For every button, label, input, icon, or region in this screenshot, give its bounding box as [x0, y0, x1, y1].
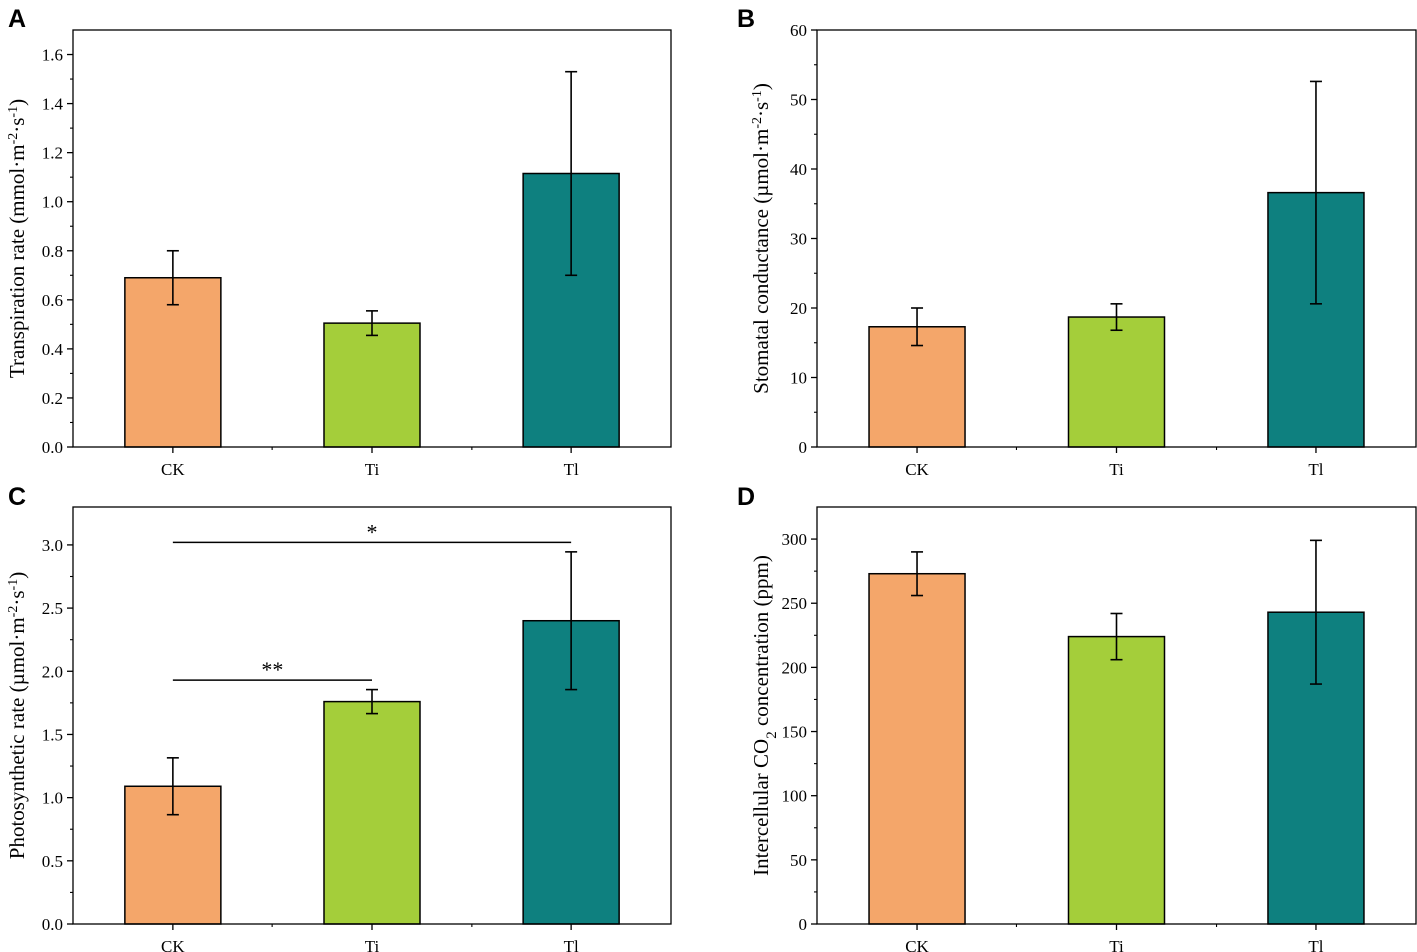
y-axis-title-main: Stomatal conductance (µmol·m: [749, 129, 773, 394]
y-tick-label: 150: [782, 723, 808, 742]
x-tick-label-CK: CK: [905, 937, 929, 952]
error-bar-Ti: [1110, 303, 1123, 332]
x-tick-label-CK: CK: [161, 460, 185, 479]
panel-label-A: A: [8, 5, 26, 33]
y-axis-title-superscript: -2: [6, 606, 21, 618]
y-tick-label: 1.4: [42, 95, 64, 114]
y-tick-label: 0: [799, 438, 808, 457]
y-tick-label: 0.2: [42, 389, 63, 408]
x-tick-label-CK: CK: [905, 460, 929, 479]
error-bar-Ti: [1110, 612, 1123, 661]
error-bar-CK: [911, 307, 924, 347]
significance-label: **: [261, 657, 283, 682]
y-axis-title: Photosynthetic rate (µmol·m-2·s-1): [5, 572, 29, 859]
y-tick-label: 1.0: [42, 789, 63, 808]
y-tick-label: 300: [782, 530, 808, 549]
bar-Ti: [1067, 635, 1166, 925]
x-tick-label-Tl: Tl: [1308, 937, 1323, 952]
y-axis-title-mid: ·s: [5, 118, 29, 133]
y-axis-title-mid: ·s: [749, 102, 773, 117]
y-tick-label: 0.4: [42, 340, 64, 359]
y-axis-title-subscript: 2: [764, 731, 780, 739]
error-bar-CK: [911, 551, 924, 597]
y-axis-title: Transpiration rate (mmol·m-2·s-1): [5, 99, 29, 378]
bar-CK: [124, 276, 222, 448]
y-axis-title-end: concentration (ppm): [749, 555, 773, 731]
bar-Ti: [1067, 316, 1166, 448]
error-bar-Tl: [1309, 80, 1322, 305]
x-tick-label-Ti: Ti: [1109, 937, 1124, 952]
y-tick-label: 100: [782, 787, 808, 806]
y-tick-label: 40: [790, 160, 807, 179]
y-tick-label: 20: [790, 299, 807, 318]
error-bar-Tl: [565, 551, 578, 691]
chart-panel-A: A 0.0 0.2 0.4 0.6 0.8 1.0 1.2 1.4 1.6 CK Ti Tl Transp…: [5, 5, 672, 479]
y-axis-title-main: Intercellular CO: [749, 739, 773, 876]
x-tick-label-Tl: Tl: [564, 460, 579, 479]
error-bar-Tl: [1309, 539, 1322, 685]
y-axis-title-main: Transpiration rate (mmol·m: [5, 144, 29, 378]
bar-CK: [868, 572, 966, 925]
y-tick-label: 1.5: [42, 725, 63, 744]
y-tick-label: 0.8: [42, 242, 63, 261]
x-tick-label-Tl: Tl: [1308, 460, 1323, 479]
chart-panel-C: C 0.0 0.5 1.0 1.5 2.0 2.5 3.0 CK Ti Tl Photosynthet…: [5, 483, 672, 952]
error-bar-Tl: [565, 70, 578, 277]
y-tick-label: 2.5: [42, 599, 63, 618]
y-tick-label: 1.0: [42, 193, 63, 212]
y-tick-label: 2.0: [42, 662, 63, 681]
panel-label-D: D: [737, 483, 755, 511]
y-tick-label: 200: [782, 658, 808, 677]
y-axis-title-superscript: -2: [750, 117, 765, 129]
y-tick-label: 50: [790, 91, 807, 110]
panel-label-C: C: [8, 483, 26, 511]
y-tick-label: 0: [799, 915, 808, 934]
y-tick-label: 3.0: [42, 536, 63, 555]
y-tick-label: 1.2: [42, 144, 63, 163]
chart-panel-D: D 0 50 100 150 200 250 300 CK Ti Tl Intercellular C…: [737, 483, 1417, 952]
y-tick-label: 10: [790, 369, 807, 388]
y-axis-title-end: ): [749, 83, 773, 90]
y-axis-title: Stomatal conductance (µmol·m-2·s-1): [749, 83, 773, 394]
y-axis-title-end: ): [5, 99, 29, 106]
y-axis-title: Intercellular CO2 concentration (ppm): [749, 555, 780, 876]
significance-label: *: [367, 519, 378, 544]
x-tick-label-Ti: Ti: [1109, 460, 1124, 479]
x-tick-label-Ti: Ti: [365, 460, 380, 479]
y-axis-title-superscript: -2: [6, 133, 21, 145]
chart-panel-B: B 0 10 20 30 40 50 60 CK Ti Tl Stomatal conductance…: [737, 5, 1417, 479]
y-axis-title-superscript: -1: [750, 90, 765, 102]
panel-label-B: B: [737, 5, 755, 33]
x-tick-label-CK: CK: [161, 937, 185, 952]
y-tick-label: 50: [790, 851, 807, 870]
y-tick-label: 1.6: [42, 46, 63, 65]
error-bar-CK: [166, 249, 179, 306]
error-bar-Ti: [366, 310, 378, 337]
y-tick-label: 60: [790, 21, 807, 40]
bar-Ti: [323, 700, 421, 925]
x-tick-label-Ti: Ti: [365, 937, 380, 952]
y-axis-title-mid: ·s: [5, 590, 29, 605]
y-tick-label: 30: [790, 230, 807, 249]
x-tick-label-Tl: Tl: [564, 937, 579, 952]
y-tick-label: 0.6: [42, 291, 63, 310]
error-bar-Ti: [366, 688, 378, 715]
y-axis-title-superscript: -1: [6, 106, 21, 118]
y-tick-label: 250: [782, 594, 808, 613]
y-axis-title-end: ): [5, 572, 29, 579]
bar-Ti: [323, 322, 421, 448]
error-bar-CK: [166, 757, 179, 816]
y-tick-label: 0.5: [42, 852, 63, 871]
y-tick-label: 0.0: [42, 915, 63, 934]
y-axis-title-superscript: -1: [6, 579, 21, 591]
y-tick-label: 0.0: [42, 438, 63, 457]
y-axis-title-main: Photosynthetic rate (µmol·m: [5, 617, 29, 859]
